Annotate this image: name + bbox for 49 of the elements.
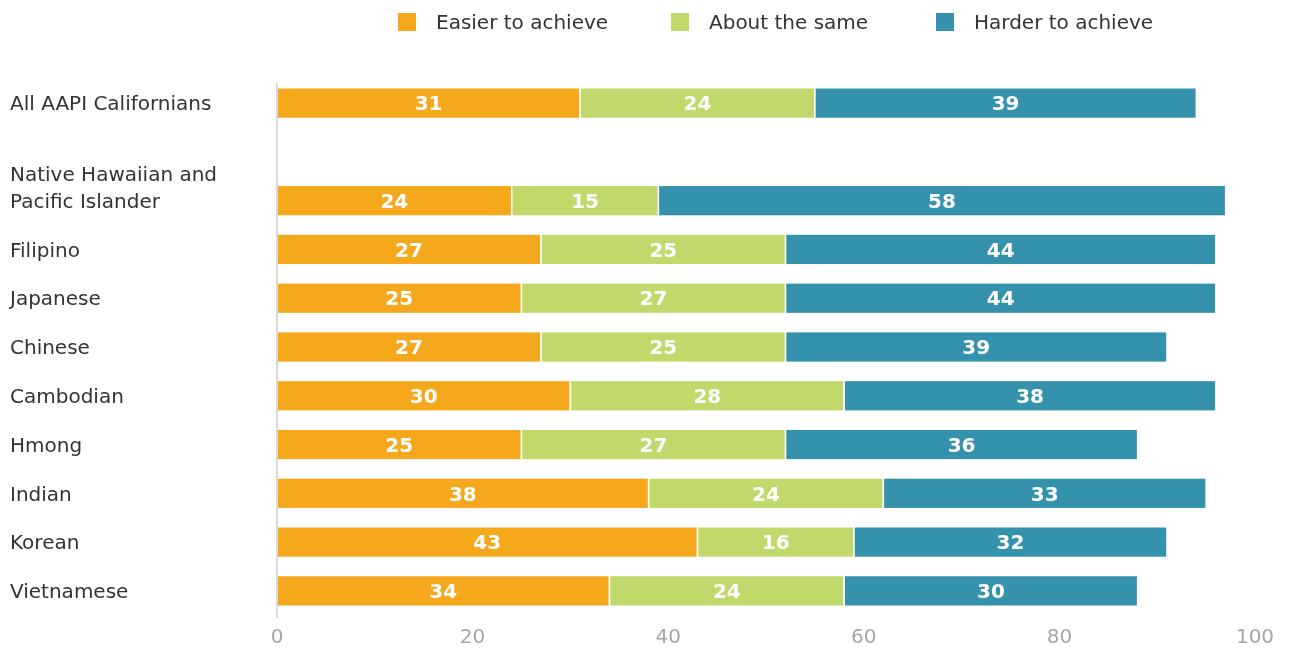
data-label: 16: [761, 530, 790, 555]
data-label: 38: [1016, 383, 1044, 408]
data-label: 31: [414, 91, 443, 116]
y-tick-label: Korean: [10, 530, 80, 555]
data-label: 25: [385, 286, 414, 311]
data-label: 28: [693, 383, 722, 408]
y-tick-label: Filipino: [10, 237, 80, 262]
data-label: 24: [683, 91, 712, 116]
data-label: 39: [962, 335, 991, 360]
data-label: 25: [385, 432, 414, 457]
data-label: 27: [395, 335, 423, 360]
y-tick-label: Japanese: [8, 286, 101, 311]
data-label: 27: [639, 432, 668, 457]
data-label: 36: [947, 432, 976, 457]
x-tick-label: 0: [270, 624, 284, 648]
y-tick-label: All AAPI Californians: [10, 91, 212, 116]
data-label: 15: [571, 188, 599, 213]
legend-label: Easier to achieve: [436, 10, 609, 35]
data-label: 44: [986, 237, 1015, 262]
y-tick-label: Cambodian: [10, 383, 124, 408]
x-tick-label: 20: [459, 624, 486, 648]
data-label: 39: [991, 91, 1020, 116]
y-tick-label: Hmong: [10, 432, 83, 457]
y-tick-label: Chinese: [10, 335, 90, 360]
data-label: 27: [395, 237, 423, 262]
data-label: 33: [1030, 481, 1059, 506]
data-label: 44: [986, 286, 1015, 311]
x-tick-label: 60: [851, 624, 877, 648]
x-tick-label: 100: [1235, 624, 1275, 648]
data-label: 25: [649, 237, 678, 262]
data-label: 24: [712, 579, 741, 604]
y-tick-label: Native Hawaiian and Pacific Islander: [10, 161, 218, 213]
data-label: 25: [649, 335, 678, 360]
y-tick-label: Vietnamese: [10, 579, 129, 604]
data-label: 43: [473, 530, 502, 555]
data-label: 24: [752, 481, 780, 506]
data-label: 38: [448, 481, 477, 506]
y-tick-label: Indian: [10, 481, 72, 506]
x-tick-label: 40: [655, 624, 681, 648]
data-label: 34: [429, 579, 458, 604]
data-label: 27: [639, 286, 668, 311]
legend-label: About the same: [709, 10, 869, 35]
data-label: 30: [409, 383, 438, 408]
x-tick-label: 80: [1046, 624, 1073, 648]
data-label: 58: [928, 188, 956, 213]
data-label: 32: [996, 530, 1025, 555]
data-label: 24: [380, 188, 409, 213]
data-label: 30: [977, 579, 1005, 604]
legend-label: Harder to achieve: [974, 10, 1154, 35]
